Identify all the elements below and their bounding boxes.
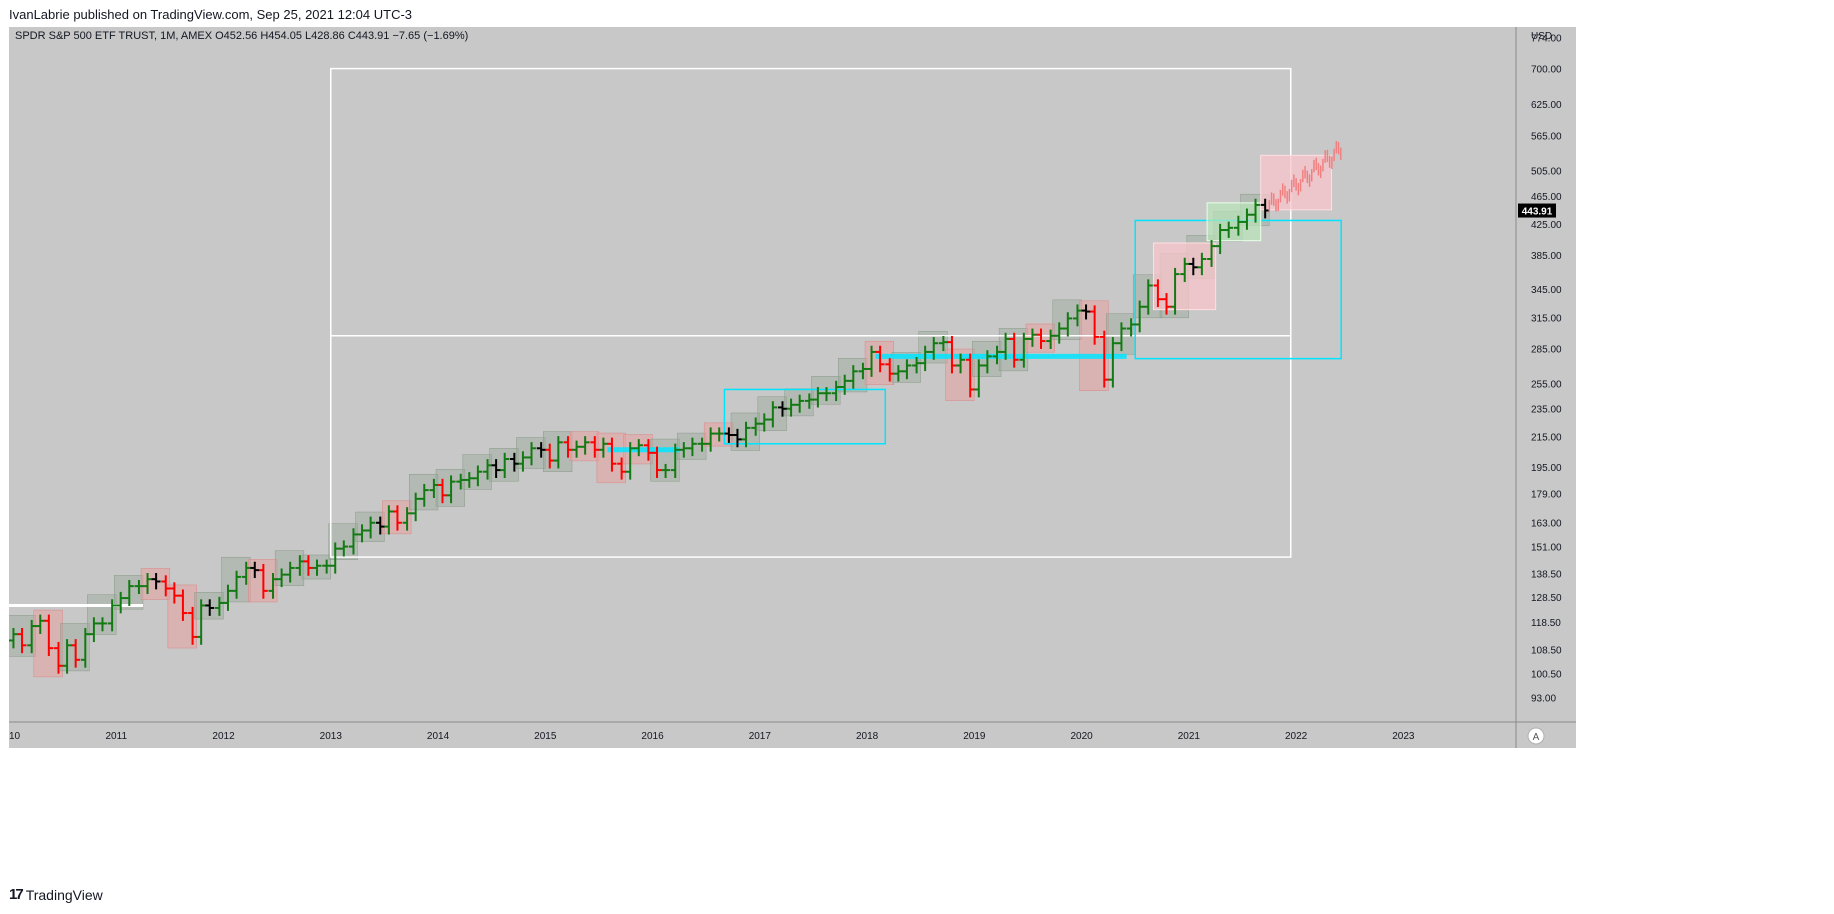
axis-panel-background xyxy=(1516,27,1576,722)
time-tick-label: 2015 xyxy=(534,731,557,742)
auto-scale-button[interactable]: A xyxy=(1527,727,1545,745)
time-axis-background xyxy=(9,722,1576,748)
price-tick-label: 138.50 xyxy=(1531,570,1562,581)
price-chart[interactable]: SPDR S&P 500 ETF TRUST, 1M, AMEX O452.56… xyxy=(0,27,1834,879)
time-tick-label: 2010 xyxy=(9,731,21,742)
price-tick-label: 625.00 xyxy=(1531,100,1562,111)
price-tick-label: 345.00 xyxy=(1531,285,1562,296)
time-tick-label: 2018 xyxy=(856,731,879,742)
plot-background xyxy=(9,27,1516,722)
tradingview-logo-icon: 17 xyxy=(9,886,24,903)
white-range-box xyxy=(330,67,1292,558)
time-tick-label: 2017 xyxy=(749,731,772,742)
footer-brand[interactable]: 17 TradingView xyxy=(9,886,103,903)
price-tick-label: 565.00 xyxy=(1531,131,1562,142)
price-tick-label: 385.00 xyxy=(1531,251,1562,262)
time-tick-label: 2021 xyxy=(1178,731,1201,742)
green-zone-box xyxy=(1206,202,1262,242)
chart-area[interactable]: SPDR S&P 500 ETF TRUST, 1M, AMEX O452.56… xyxy=(0,27,1834,879)
price-bars-layer xyxy=(9,140,1342,674)
price-tick-label: 179.00 xyxy=(1531,490,1562,501)
price-tick-label: 108.50 xyxy=(1531,646,1562,657)
time-tick-label: 2019 xyxy=(963,731,986,742)
auto-scale-button-label[interactable]: A xyxy=(1533,732,1540,743)
price-tick-label: 425.00 xyxy=(1531,220,1562,231)
price-axis-currency: USD xyxy=(1531,31,1552,42)
last-price-tag-label: 443.91 xyxy=(1522,207,1553,218)
price-tick-label: 100.50 xyxy=(1531,669,1562,680)
time-tick-label: 2011 xyxy=(106,731,128,742)
price-tick-label: 255.00 xyxy=(1531,379,1562,390)
price-tick-label: 163.00 xyxy=(1531,519,1562,530)
price-tick-label: 128.50 xyxy=(1531,593,1562,604)
last-price-tag-bg xyxy=(1518,203,1556,218)
published-by-line: IvanLabrie published on TradingView.com,… xyxy=(9,7,413,22)
time-tick-label: 2022 xyxy=(1285,731,1308,742)
last-price-tag: 443.91 xyxy=(1518,203,1556,218)
price-tick-label: 195.00 xyxy=(1531,463,1562,474)
price-tick-label: 235.00 xyxy=(1531,405,1562,416)
price-tick-label: 93.00 xyxy=(1531,694,1556,705)
time-tick-label: 2023 xyxy=(1392,731,1415,742)
price-tick-label: 215.00 xyxy=(1531,432,1562,443)
price-tick-label: 774.00 xyxy=(1531,33,1562,44)
time-tick-label: 2013 xyxy=(320,731,343,742)
tradingview-brand-label: TradingView xyxy=(25,886,103,903)
price-tick-label: 118.50 xyxy=(1531,618,1561,629)
price-tick-label: 465.00 xyxy=(1531,192,1562,203)
price-tick-label: 505.00 xyxy=(1531,166,1562,177)
time-tick-label: 2012 xyxy=(212,731,235,742)
price-tick-label: 700.00 xyxy=(1531,65,1562,76)
price-tick-label: 151.00 xyxy=(1531,543,1562,554)
time-axis[interactable]: 2010 2011 2012 2013 2014 2015 2016 2017 2018 2019… xyxy=(0,731,1415,742)
time-tick-label: 2020 xyxy=(1070,731,1093,742)
cyan-box xyxy=(723,388,887,445)
price-tick-label: 285.00 xyxy=(1531,345,1562,356)
time-tick-label: 2014 xyxy=(427,731,450,742)
price-axis[interactable]: 93.00 100.50 108.50 118.50 128.50 138.50 151.0… xyxy=(1531,33,1562,704)
chart-legend: SPDR S&P 500 ETF TRUST, 1M, AMEX O452.56… xyxy=(15,30,468,42)
time-tick-label: 2016 xyxy=(641,731,664,742)
auto-scale-button-circle[interactable] xyxy=(1527,727,1545,745)
price-tick-label: 315.00 xyxy=(1531,313,1562,324)
